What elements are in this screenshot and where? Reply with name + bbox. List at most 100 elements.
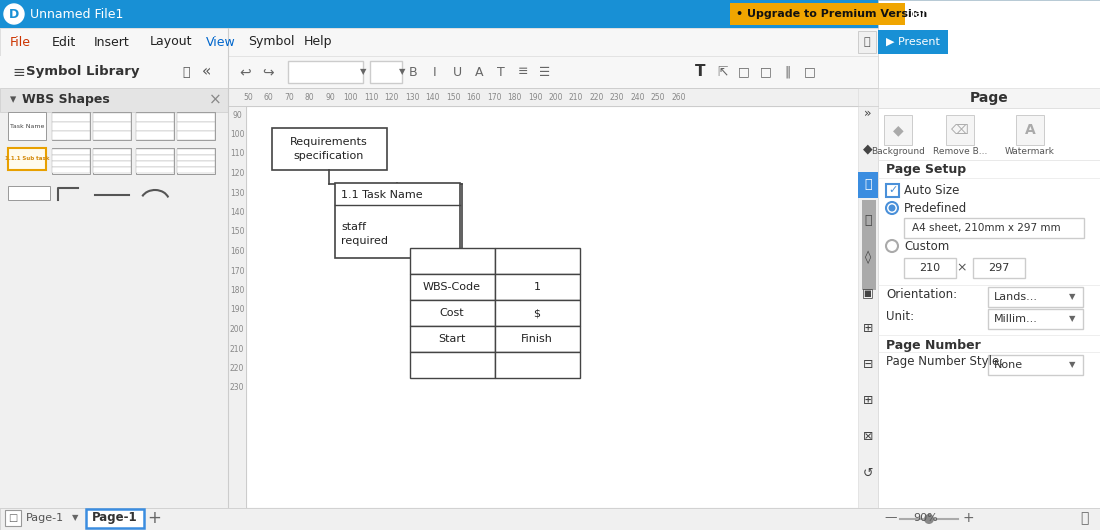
Text: Symbol: Symbol [248, 36, 295, 49]
Bar [177, 167, 214, 173]
Bar [288, 61, 363, 83]
Bar [858, 88, 878, 508]
Bar [410, 300, 495, 326]
Bar [136, 122, 174, 131]
Text: ≡: ≡ [12, 65, 24, 80]
Text: Background: Background [871, 147, 925, 156]
Bar [495, 300, 580, 326]
Bar [136, 131, 174, 140]
Bar [136, 161, 174, 167]
Text: +: + [147, 509, 161, 527]
Bar [946, 115, 974, 145]
Text: 180: 180 [507, 93, 521, 102]
Text: U: U [452, 66, 462, 78]
Text: 220: 220 [590, 93, 604, 102]
Text: 297: 297 [988, 263, 1010, 273]
Text: ↪: ↪ [262, 65, 274, 79]
Bar [94, 161, 131, 167]
Text: 80: 80 [305, 93, 315, 102]
Text: 🔍: 🔍 [182, 66, 189, 78]
Text: ✓: ✓ [889, 185, 898, 195]
Text: 1: 1 [534, 282, 540, 292]
Text: D: D [9, 7, 19, 21]
Text: 110: 110 [364, 93, 378, 102]
Circle shape [886, 240, 898, 252]
Bar [8, 148, 46, 170]
Text: ⌖: ⌖ [865, 179, 871, 191]
Text: specification: specification [294, 151, 364, 161]
Text: ↺: ↺ [862, 466, 873, 480]
Text: Remove B...: Remove B... [933, 147, 987, 156]
Text: 210: 210 [569, 93, 583, 102]
Text: ◆: ◆ [893, 123, 903, 137]
Bar [94, 112, 131, 140]
Bar [136, 148, 174, 174]
Bar [136, 149, 174, 155]
Bar [177, 149, 214, 155]
Bar [228, 106, 246, 530]
Bar [177, 112, 214, 140]
Text: ↩: ↩ [239, 65, 251, 79]
Text: «: « [202, 65, 211, 80]
Bar [886, 184, 899, 197]
Bar [94, 131, 131, 140]
Text: I: I [433, 66, 437, 78]
Text: T: T [497, 66, 505, 78]
Text: ▾: ▾ [10, 93, 16, 107]
Text: B: B [409, 66, 417, 78]
Text: 190: 190 [528, 93, 542, 102]
Text: 200: 200 [548, 93, 563, 102]
Text: A: A [475, 66, 483, 78]
Text: 90%: 90% [914, 513, 938, 523]
Text: Unit:: Unit: [886, 311, 914, 323]
Text: Cost: Cost [440, 308, 464, 318]
Text: Lands...: Lands... [994, 292, 1038, 302]
Bar [410, 274, 495, 300]
Bar [228, 508, 878, 530]
Bar [86, 509, 144, 528]
Text: ×: × [209, 93, 221, 108]
Circle shape [924, 514, 934, 524]
Text: Requirements: Requirements [290, 137, 367, 147]
Text: □: □ [760, 66, 772, 78]
Bar [94, 113, 131, 122]
Bar [0, 508, 1100, 530]
Text: 170: 170 [230, 267, 244, 276]
Text: required: required [341, 236, 388, 246]
Text: Start: Start [438, 334, 465, 344]
Text: WBS Shapes: WBS Shapes [22, 93, 110, 107]
Text: 1.1 Task Name: 1.1 Task Name [341, 190, 422, 200]
Bar [177, 113, 214, 122]
Bar [410, 352, 495, 378]
Bar [730, 3, 905, 25]
Text: 70: 70 [284, 93, 294, 102]
Bar [495, 352, 580, 378]
Text: 90: 90 [232, 110, 242, 119]
Text: 100: 100 [343, 93, 358, 102]
Text: +: + [962, 511, 974, 525]
Text: 100: 100 [230, 130, 244, 139]
Text: ◆: ◆ [864, 143, 872, 155]
Text: Orientation:: Orientation: [886, 288, 957, 302]
Text: A: A [1024, 123, 1035, 137]
Text: 1.1.1 Sub task: 1.1.1 Sub task [4, 156, 49, 162]
Bar [136, 167, 174, 173]
Text: □: □ [9, 513, 18, 523]
Bar [974, 258, 1025, 278]
Text: 260: 260 [671, 93, 685, 102]
Text: ⊞: ⊞ [862, 322, 873, 335]
Bar [410, 248, 495, 274]
Text: ⬜: ⬜ [865, 215, 871, 227]
Text: Unnamed File1: Unnamed File1 [30, 7, 123, 21]
Bar [0, 56, 228, 88]
Text: 110: 110 [230, 149, 244, 158]
Bar [884, 115, 912, 145]
Bar [136, 155, 174, 161]
Text: 120: 120 [230, 169, 244, 178]
Text: Help: Help [304, 36, 332, 49]
Text: 160: 160 [466, 93, 481, 102]
Bar [858, 172, 878, 198]
Bar [136, 112, 174, 140]
Bar [177, 131, 214, 140]
Text: View: View [206, 36, 235, 49]
